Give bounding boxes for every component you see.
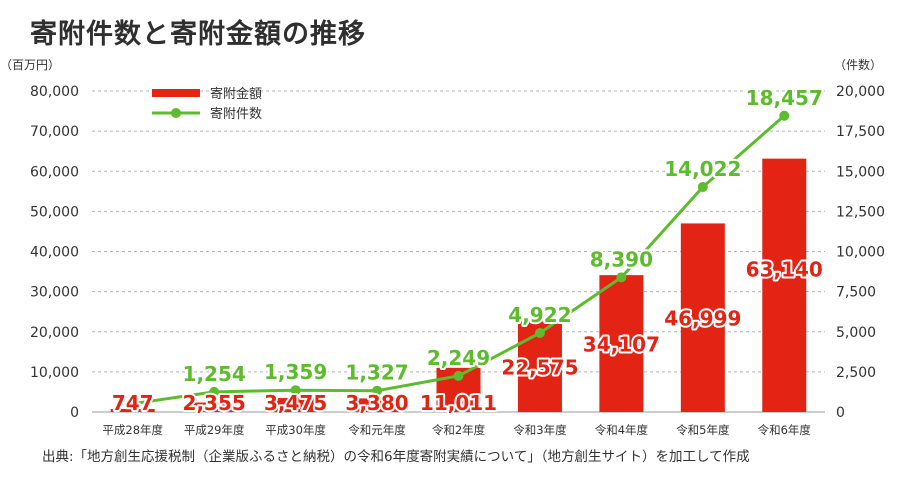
right-axis-tick-label: 17,500 <box>836 124 885 140</box>
line-point <box>616 272 627 283</box>
right-axis-unit: （件数） <box>834 57 882 72</box>
line-value-label: 4,922 <box>508 303 571 327</box>
bar <box>599 275 644 412</box>
legend-line-label: 寄附件数 <box>210 106 262 122</box>
line-value-label: 1,254 <box>183 362 246 386</box>
bar-value-label: 3,475 <box>264 391 327 415</box>
x-tick-label: 令和3年度 <box>513 423 567 437</box>
line-point <box>534 328 545 339</box>
left-axis-tick-label: 60,000 <box>30 164 79 180</box>
bar <box>680 223 725 412</box>
legend-bar-label: 寄附金額 <box>210 86 262 102</box>
line-point <box>209 386 220 397</box>
right-axis-tick-label: 15,000 <box>836 164 885 180</box>
right-axis-ticks: 0 2,500 5,000 7,500 10,000 12,500 15,000 17,500… <box>836 84 885 421</box>
right-axis-tick-label: 20,000 <box>836 84 885 100</box>
right-axis-tick-label: 7,500 <box>836 285 876 301</box>
bar-value-label: 747 <box>112 391 154 415</box>
legend-line-marker <box>171 108 181 118</box>
bar-value-label: 3,380 <box>345 391 408 415</box>
x-tick-label: 令和4年度 <box>595 423 649 437</box>
right-axis-tick-label: 0 <box>836 405 845 421</box>
bar-value-label: 46,999 <box>664 307 741 331</box>
line-value-label: 14,022 <box>664 157 741 181</box>
bar <box>192 402 237 412</box>
left-axis-tick-label: 50,000 <box>30 204 79 220</box>
bar <box>355 398 400 412</box>
left-axis-tick-label: 0 <box>70 405 79 421</box>
legend-bar-swatch <box>152 89 200 97</box>
left-axis-tick-label: 70,000 <box>30 124 79 140</box>
x-tick-label: 令和2年度 <box>432 423 486 437</box>
line-value-label: 2,249 <box>427 346 490 370</box>
bar-value-label: 2,355 <box>183 391 246 415</box>
bar-value-label: 22,575 <box>501 356 578 380</box>
bar-value-label: 11,011 <box>420 391 497 415</box>
line-point <box>779 110 790 121</box>
left-axis-tick-label: 20,000 <box>30 325 79 341</box>
line-value-label: 18,457 <box>746 86 823 110</box>
x-tick-label: 平成28年度 <box>102 423 163 437</box>
x-tick-label: 平成30年度 <box>265 423 326 437</box>
left-axis-tick-label: 80,000 <box>30 84 79 100</box>
line-point <box>453 370 464 381</box>
line-value-label: 1,327 <box>345 361 408 385</box>
bar-value-label: 34,107 <box>583 333 660 357</box>
bar-value-label: 63,140 <box>746 258 823 282</box>
line-value-label: 8,390 <box>590 247 653 271</box>
x-tick-label: 平成29年度 <box>184 423 245 437</box>
legend: 寄附金額 寄附件数 <box>152 86 262 122</box>
bar <box>762 158 807 412</box>
line-point <box>127 398 138 409</box>
x-tick-label: 令和5年度 <box>676 423 730 437</box>
bar <box>110 409 155 412</box>
chart-title: 寄附件数と寄附金額の推移 <box>30 19 366 50</box>
right-axis-tick-label: 5,000 <box>836 325 876 341</box>
bar-data-labels: 747 2,355 3,475 3,380 11,01122,57534,10746,9… <box>110 256 825 417</box>
left-axis-ticks: 0 10,000 20,000 30,000 40,000 50,000 60,000 70,… <box>30 84 79 421</box>
left-axis-tick-label: 10,000 <box>30 365 79 381</box>
x-axis-labels: 平成28年度 平成29年度 平成30年度 令和元年度 令和2年度 令和3年度 令和4年度 令和… <box>102 423 811 437</box>
bar <box>273 398 318 412</box>
right-axis-tick-label: 2,500 <box>836 365 876 381</box>
left-axis-unit: （百万円） <box>0 58 60 72</box>
right-axis-tick-label: 12,500 <box>836 204 885 220</box>
x-tick-label: 令和元年度 <box>348 423 406 437</box>
line-point <box>697 181 708 192</box>
line-point <box>372 385 383 396</box>
x-tick-label: 令和6年度 <box>758 423 812 437</box>
left-axis-tick-label: 40,000 <box>30 245 79 261</box>
left-axis-tick-label: 30,000 <box>30 285 79 301</box>
line-value-label: 1,359 <box>264 360 327 384</box>
right-axis-tick-label: 10,000 <box>836 245 885 261</box>
line-data-labels: 1,254 1,359 1,327 2,249 4,922 8,390 14,022 18,4… <box>181 84 825 388</box>
source-note: 出典:「地方創生応援税制（企業版ふるさと納税）の令和6年度寄附実績について」（地… <box>42 449 750 465</box>
line-point <box>290 385 301 396</box>
line-series <box>127 110 790 409</box>
